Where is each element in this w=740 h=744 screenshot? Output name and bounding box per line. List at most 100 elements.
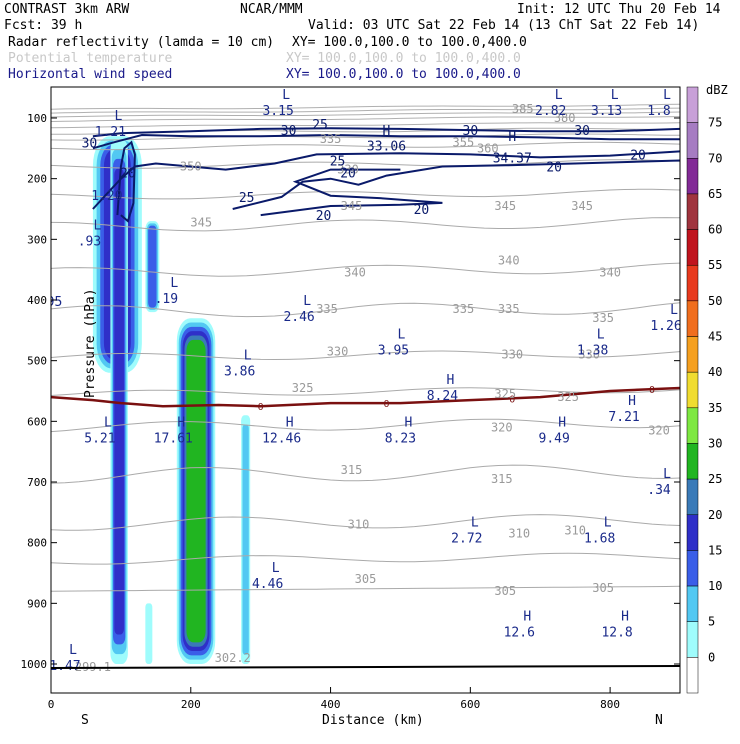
theta-label: 305 (592, 581, 614, 595)
high-low-value: 1.47 (49, 659, 80, 674)
x-axis-label: Distance (km) (322, 713, 424, 728)
high-low-value: 12.6 (504, 626, 535, 641)
direction-north: N (655, 713, 663, 728)
header-model: CONTRAST 3km ARW (4, 2, 129, 17)
theta-contour-line (51, 514, 680, 531)
high-low-marker: H (446, 373, 454, 388)
x-tick-label: 200 (181, 698, 201, 711)
field-wind-xy: XY= 100.0,100.0 to 100.0,400.0 (286, 67, 521, 82)
reflectivity-shade (148, 225, 157, 308)
wind-contour-label: 20 (316, 209, 332, 224)
wind-contour-label: 30 (463, 124, 479, 139)
colorbar-swatch (686, 657, 699, 694)
theta-label: 330 (578, 348, 600, 362)
theta-contour-line (51, 111, 680, 118)
high-low-value: .34 (647, 483, 671, 498)
y-tick-label: 700 (27, 476, 47, 489)
wind-contour-label: 25 (239, 191, 255, 206)
freezing-level: 0 0 0 0 (51, 385, 680, 413)
high-low-value: 2.82 (535, 104, 566, 119)
reflectivity-shade (242, 424, 249, 655)
high-low-marker: L (303, 294, 311, 309)
theta-label: 315 (491, 472, 513, 486)
wind-contours (92, 127, 680, 223)
ground-line (50, 665, 681, 669)
colorbar-level-label: 70 (708, 151, 722, 165)
theta-contour-line (51, 585, 680, 592)
high-low-marker: L (604, 516, 612, 531)
colorbar: 0 5 10 15 20 25 30 35 40 45 50 55 60 65 70 75 (686, 86, 722, 694)
high-low-marker: L (663, 467, 671, 482)
theta-label: 345 (190, 215, 212, 229)
high-low-value: 3.13 (591, 104, 622, 119)
reflectivity-shade (186, 339, 206, 643)
y-tick-label: 800 (27, 537, 47, 550)
high-low-marker: L (170, 276, 178, 291)
y-tick-label: 900 (27, 597, 47, 610)
freezing-level-label: 0 (509, 394, 515, 405)
theta-contour-line (51, 159, 680, 169)
theta-contour-line (51, 262, 680, 277)
theta-label: 325 (557, 390, 579, 404)
theta-label: 340 (344, 266, 366, 280)
header-valid: Valid: 03 UTC Sat 22 Feb 14 (13 ChT Sat … (308, 18, 699, 33)
colorbar-swatch (686, 443, 699, 480)
high-low-value: 1.8 (647, 104, 670, 119)
theta-label: 310 (564, 524, 586, 538)
freezing-level-line (51, 386, 680, 408)
direction-south: S (81, 713, 89, 728)
high-low-value: 3.15 (262, 104, 293, 119)
high-low-value: 1.26 (650, 319, 681, 334)
y-tick-label: 100 (27, 112, 47, 125)
theta-label: 305 (494, 584, 516, 598)
theta-contour-line (51, 350, 680, 361)
high-low-marker: H (558, 415, 566, 430)
high-low-value: 8.24 (427, 389, 458, 404)
high-low-marker: L (272, 561, 280, 576)
wind-contour-label: 25 (312, 118, 328, 133)
field-theta-xy: XY= 100.0,100.0 to 100.0,400.0 (286, 51, 521, 66)
colorbar-level-label: 75 (708, 116, 722, 130)
colorbar-swatch (686, 371, 699, 409)
theta-label: 335 (316, 302, 338, 316)
header-org: NCAR/MMM (240, 2, 303, 17)
y-axis-label: Pressure (hPa) (83, 288, 98, 398)
colorbar-swatch (686, 407, 699, 444)
wind-max-label: 34.37 (493, 151, 532, 166)
high-low-marker: L (244, 349, 252, 364)
high-low-marker: L (104, 415, 112, 430)
high-low-marker: L (69, 643, 77, 658)
wind-contour-label: 25 (330, 154, 346, 169)
reflectivity-shade (114, 168, 124, 635)
colorbar-level-label: 55 (708, 258, 722, 272)
high-low-marker: H (523, 610, 531, 625)
theta-labels: 385 380 335 355 360 350 330 345 345 345 345 340 340 3… (75, 102, 670, 674)
colorbar-level-label: 35 (708, 401, 722, 415)
colorbar-level-label: 10 (708, 579, 722, 593)
wind-contour-label: 20 (546, 161, 562, 176)
high-low-marker: L (663, 88, 671, 103)
wind-max-label: 33.06 (367, 139, 406, 154)
high-low-value: 12.8 (601, 626, 632, 641)
colorbar-swatch (686, 300, 699, 337)
wind-max-label: H (508, 130, 516, 145)
high-low-marker: L (611, 88, 619, 103)
wind-contour-label: 20 (340, 167, 356, 182)
theta-contour-line (51, 116, 680, 122)
colorbar-level-label: 0 (708, 650, 715, 664)
colorbar-swatch (686, 158, 699, 195)
high-low-marker: H (628, 394, 636, 409)
high-low-value: 3.95 (378, 343, 409, 358)
wind-contour-label: 20 (414, 203, 430, 218)
high-low-value: 9.49 (539, 431, 570, 446)
theta-contour-line (51, 188, 680, 200)
theta-contour-line (51, 552, 680, 565)
plot-frame (50, 86, 681, 694)
colorbar-swatch (686, 514, 699, 551)
colorbar-level-label: 15 (708, 543, 722, 557)
theta-contour-line (51, 217, 680, 232)
theta-contour-line (51, 302, 680, 318)
wind-contour-label: 30 (574, 124, 590, 139)
wind-contour-line (92, 133, 680, 150)
